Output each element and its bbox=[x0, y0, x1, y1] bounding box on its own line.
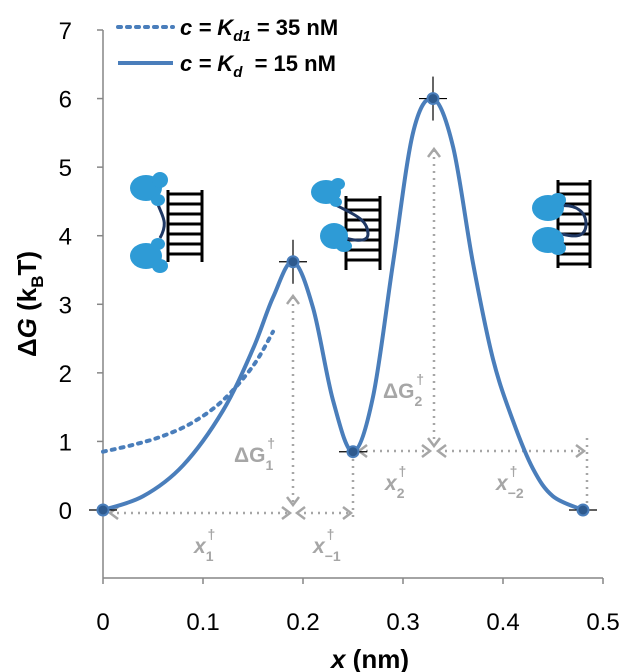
xm2-arrowhead-left bbox=[435, 444, 447, 458]
y-tick-label: 5 bbox=[59, 155, 72, 182]
xm1-arrowhead-right bbox=[342, 506, 354, 520]
annotation-xm1: x−1† bbox=[312, 526, 341, 564]
y-tick-group: 0 1 2 3 4 5 6 7 bbox=[59, 18, 103, 525]
dg2-arrowhead-down bbox=[427, 437, 441, 449]
dna-ladder-icon bbox=[344, 196, 382, 270]
x-axis-label: x (nm) bbox=[329, 644, 409, 672]
dg2-arrowhead-up bbox=[427, 146, 441, 158]
protein-domain-icon bbox=[311, 178, 352, 252]
annotation-arrowheads bbox=[107, 146, 587, 520]
dna-protein-illustration-unbound bbox=[130, 172, 204, 273]
x-tick-label: 0 bbox=[96, 609, 109, 636]
y-tick-label: 0 bbox=[59, 498, 72, 525]
state-point bbox=[89, 503, 117, 517]
y-axis-label: ΔG (kBT) bbox=[12, 251, 47, 357]
y-tick-label: 3 bbox=[59, 292, 72, 319]
x-tick-label: 0.5 bbox=[586, 609, 619, 636]
protein-domain-icon bbox=[130, 172, 168, 273]
state-point bbox=[569, 503, 597, 517]
annotation-xm2: x−2† bbox=[495, 463, 524, 501]
state-points bbox=[89, 76, 597, 517]
state-point bbox=[279, 239, 307, 284]
y-tick-label: 6 bbox=[59, 87, 72, 114]
annotation-dg1: ΔG1† bbox=[234, 435, 275, 473]
legend: c = Kd1 = 35 nM c = Kd = 15 nM bbox=[116, 15, 338, 81]
dna-protein-illustration-intermediate bbox=[311, 178, 382, 270]
xm2-arrowhead-right bbox=[575, 444, 587, 458]
series-line-kd bbox=[102, 96, 584, 512]
annotation-arrows bbox=[110, 150, 589, 520]
x2-arrowhead-right bbox=[421, 444, 433, 458]
legend-label-solid: c = Kd = 15 nM bbox=[180, 51, 336, 81]
x-tick-group: 0 0.1 0.2 0.3 0.4 0.5 bbox=[96, 578, 620, 636]
protein-domain-icon bbox=[532, 193, 566, 255]
legend-label-dotted: c = Kd1 = 35 nM bbox=[180, 15, 338, 45]
dna-protein-illustration-bound bbox=[532, 180, 592, 268]
y-tick-label: 1 bbox=[59, 429, 72, 456]
state-point bbox=[419, 76, 447, 121]
x-tick-label: 0.1 bbox=[186, 609, 219, 636]
y-tick-label: 7 bbox=[59, 18, 72, 45]
protein-linker-icon bbox=[333, 202, 370, 242]
series-line-kd1 bbox=[101, 329, 275, 454]
annotation-dg2: ΔG2† bbox=[383, 371, 424, 409]
dg1-arrowhead-up bbox=[286, 293, 300, 305]
x-tick-label: 0.4 bbox=[486, 609, 519, 636]
protein-linker-icon bbox=[559, 204, 588, 238]
x-tick-label: 0.3 bbox=[386, 609, 419, 636]
x1-arrowhead-right bbox=[281, 506, 293, 520]
annotation-x2: x2† bbox=[384, 463, 406, 501]
y-tick-label: 4 bbox=[59, 224, 72, 251]
dna-ladder-icon bbox=[166, 190, 204, 262]
state-point bbox=[339, 445, 367, 459]
x-tick-label: 0.2 bbox=[286, 609, 319, 636]
x1-arrowhead-left bbox=[107, 506, 119, 520]
y-tick-label: 2 bbox=[59, 361, 72, 388]
svg-text:ΔG (kBT): ΔG (kBT) bbox=[12, 251, 47, 357]
annotation-x1: x1† bbox=[193, 526, 215, 564]
xm1-arrowhead-left bbox=[294, 506, 306, 520]
dg1-arrowhead-down bbox=[286, 496, 300, 508]
